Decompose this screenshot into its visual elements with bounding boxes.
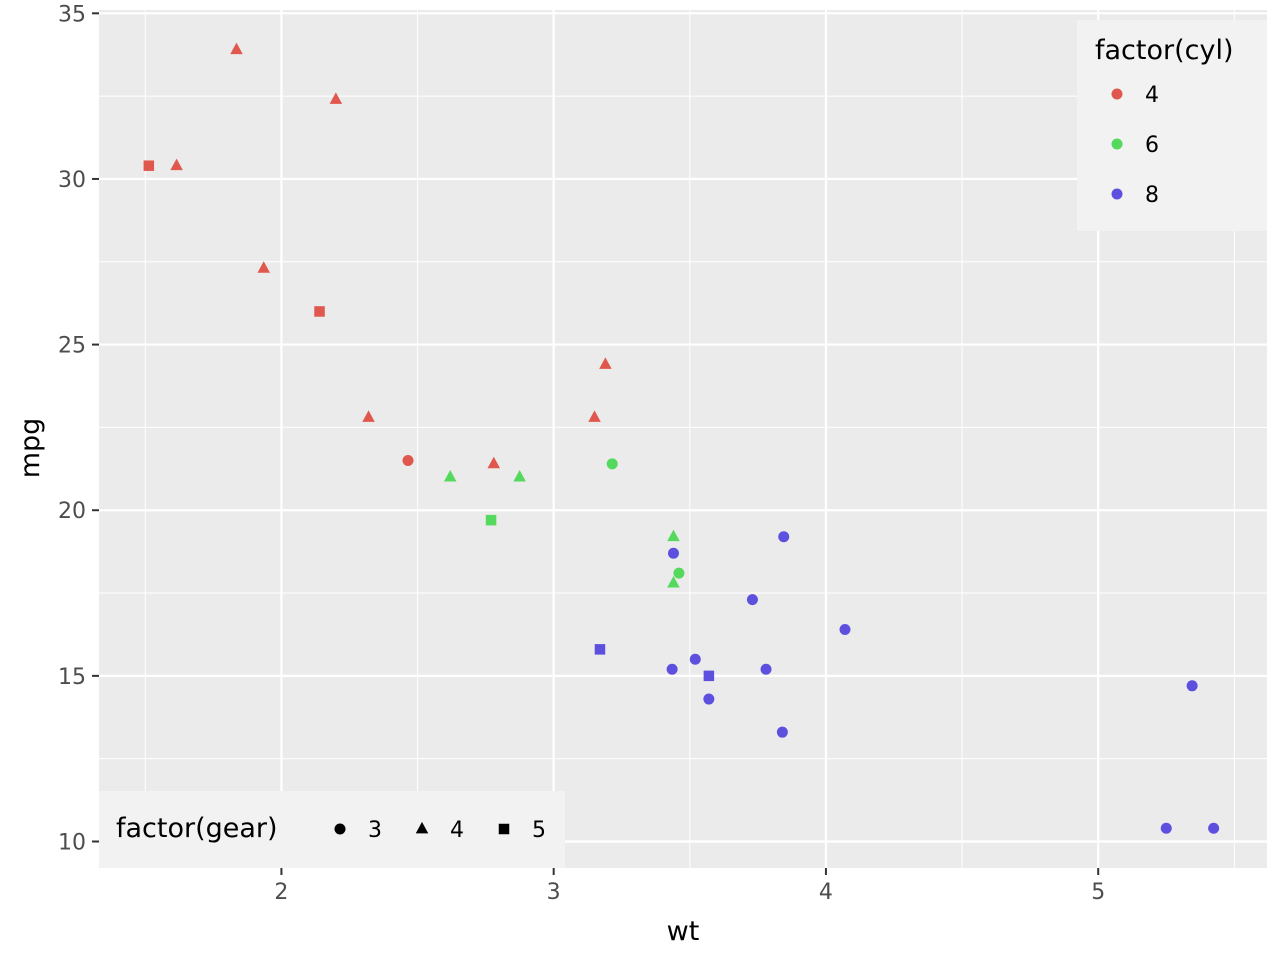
data-point [667,575,680,588]
data-point [606,458,618,470]
data-point [143,160,155,171]
legend-gear-label: 5 [532,818,546,843]
legend-cyl-title: factor(cyl) [1095,35,1234,66]
data-point [257,261,270,273]
data-point [703,693,715,705]
data-point [746,594,758,606]
legend-gear-key [415,821,429,834]
legend-cyl: factor(cyl) 4 6 8 [1077,20,1267,231]
data-point [588,410,601,422]
data-point [760,663,772,675]
y-tick-label: 10 [58,830,86,855]
data-point [667,529,680,542]
legend-gear-label: 4 [450,818,464,843]
y-axis-title: mpg [15,418,46,479]
y-tick-label: 30 [58,168,86,193]
legend-cyl-label: 4 [1145,83,1159,108]
legend-cyl-label: 8 [1145,183,1159,208]
legend-gear-key [498,823,510,835]
data-point [778,531,790,543]
data-point [329,92,343,104]
y-tick-label: 20 [58,499,86,524]
legend-gear-title: factor(gear) [116,813,278,844]
data-point [594,644,606,655]
legend-cyl-background [1077,20,1267,231]
y-tick-label: 15 [58,665,86,690]
data-point [230,42,243,55]
data-point [513,469,526,482]
legend-cyl-label: 6 [1145,133,1159,158]
legend-gear-label: 3 [368,818,382,843]
data-point [443,469,457,482]
plot-panel [99,10,1267,868]
data-point [689,653,701,665]
data-point [703,670,715,682]
legend-gear: factor(gear) 3 4 5 [99,791,565,868]
data-point [362,410,375,422]
legend-cyl-entries: 4 6 8 [1111,83,1159,208]
x-tick-label: 2 [274,880,288,905]
y-tick-label: 25 [58,334,86,359]
data-point [487,456,501,469]
x-tick-label: 4 [819,880,833,905]
legend-gear-key [334,823,346,835]
legend-cyl-key [1111,188,1123,200]
legend-cyl-key [1111,138,1123,150]
legend-gear-background [99,791,565,868]
data-point [1208,822,1220,834]
data-point [839,623,851,635]
data-point [485,514,497,526]
legend-gear-entries: 3 4 5 [334,818,546,843]
x-tick-label: 5 [1091,880,1105,905]
x-axis-title: wt [667,916,700,947]
data-point [599,357,612,369]
data-point [314,306,325,317]
data-point [1160,822,1172,834]
y-tick-label: 35 [58,2,86,27]
data-point [666,663,678,675]
data-point [667,547,679,559]
data-point [1186,680,1198,692]
data-point [402,455,414,467]
legend-cyl-key [1111,88,1123,100]
data-point [776,726,788,738]
x-tick-label: 3 [547,880,561,905]
data-point [673,567,685,579]
data-points [143,42,1220,834]
data-point [170,158,183,171]
axis-ticks [92,12,1100,875]
